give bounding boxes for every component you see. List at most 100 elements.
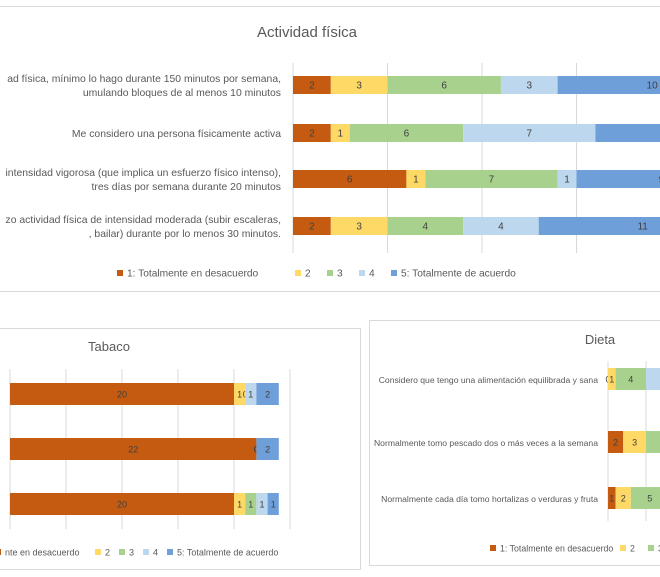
data-label: 10 xyxy=(647,81,659,92)
legend-swatch xyxy=(359,270,365,276)
bar-segment xyxy=(330,124,350,142)
data-label: 22 xyxy=(128,445,138,455)
legend-label: 5: Totalmente de acuerdo xyxy=(177,548,278,558)
category-label: intensidad vigorosa (que implica un esfu… xyxy=(6,168,282,179)
data-label: 20 xyxy=(117,500,127,510)
data-label: 2 xyxy=(621,494,626,504)
legend-swatch xyxy=(620,545,626,551)
data-label: 5 xyxy=(647,494,652,504)
data-label: 1 xyxy=(237,500,242,510)
chart-title-tabaco: Tabaco xyxy=(88,339,130,354)
bar-segment xyxy=(293,217,331,235)
data-label: 2 xyxy=(265,390,270,400)
bar-segment xyxy=(10,383,234,405)
data-label: 2 xyxy=(309,129,315,140)
legend-label: 3 xyxy=(129,548,134,558)
bar-segment xyxy=(267,493,279,515)
category-label: tres días por semana durante 20 minutos xyxy=(92,182,281,193)
bar-segment xyxy=(500,76,558,94)
data-label: 3 xyxy=(632,438,637,448)
data-label: 2 xyxy=(309,222,315,233)
bar-segment xyxy=(293,124,331,142)
category-label: ad física, mínimo lo hago durante 150 mi… xyxy=(7,74,281,85)
chart-title-dieta: Dieta xyxy=(585,332,616,347)
data-label: 3 xyxy=(526,81,532,92)
bar-segment xyxy=(245,383,257,405)
bar-segment xyxy=(330,217,388,235)
bar-segment xyxy=(463,124,596,142)
data-label: 2 xyxy=(265,445,270,455)
legend-swatch xyxy=(167,549,173,555)
legend-label: 3 xyxy=(658,544,660,554)
data-label: 3 xyxy=(356,222,362,233)
bar-segment xyxy=(595,124,660,142)
category-label: , bailar) durante por lo menos 30 minuto… xyxy=(89,229,281,240)
category-label: zo actividad física de intensidad modera… xyxy=(6,215,282,226)
bar-segment xyxy=(557,170,577,188)
data-label: 20 xyxy=(117,390,127,400)
data-label: 1 xyxy=(248,500,253,510)
legend-swatch xyxy=(119,549,125,555)
legend-label: 2 xyxy=(105,548,110,558)
bar-segment xyxy=(256,493,268,515)
data-label: 6 xyxy=(404,129,410,140)
legend-label: 1: Totalmente en desacuerdo xyxy=(500,544,613,554)
data-label: 2 xyxy=(613,438,618,448)
bar-segment xyxy=(256,383,279,405)
legend-swatch xyxy=(327,270,333,276)
data-label: 2 xyxy=(309,81,315,92)
data-label: 9 xyxy=(659,175,660,186)
data-label: 11 xyxy=(637,222,648,233)
category-label: Normalmente tomo pescado dos o más veces… xyxy=(374,438,598,448)
bar-segment xyxy=(387,217,464,235)
bar-segment xyxy=(406,170,426,188)
category-label: Me considero una persona físicamente act… xyxy=(72,129,281,140)
data-label: 4 xyxy=(498,222,504,233)
chart-actividad-fisica: Actividad física ad física, mínimo lo hag… xyxy=(6,24,660,280)
legend-swatch xyxy=(143,549,149,555)
bar-segment xyxy=(608,431,624,453)
bar-segment xyxy=(646,431,660,453)
bar-segment xyxy=(557,76,660,94)
legend-label: 4 xyxy=(153,548,158,558)
bar-segment xyxy=(330,76,388,94)
bar-segment xyxy=(245,493,257,515)
data-label: 7 xyxy=(489,175,495,186)
bar-segment xyxy=(463,217,539,235)
bar-segment xyxy=(425,170,558,188)
chart-dieta: Dieta Considero que tengo una alimentació… xyxy=(374,332,660,554)
bar-segment xyxy=(615,368,646,390)
data-label: 6 xyxy=(347,175,353,186)
legend-swatch xyxy=(648,545,654,551)
data-label: 1 xyxy=(237,390,242,400)
legend-swatch xyxy=(95,549,101,555)
bar-segment xyxy=(10,438,257,460)
bar-segment xyxy=(10,493,234,515)
category-label: Normalmente cada día tomo hortalizas o v… xyxy=(381,494,598,504)
bar-segment xyxy=(576,170,660,188)
bar-segment xyxy=(608,368,616,390)
data-label: 1 xyxy=(609,375,614,385)
data-label: 4 xyxy=(628,375,633,385)
chart-tabaco: Tabaco201012220002201111nte en desacuerd… xyxy=(0,339,291,558)
bar-segment xyxy=(234,493,246,515)
bar-segment xyxy=(630,487,660,509)
category-label: Considero que tengo una alimentación equ… xyxy=(379,375,599,385)
legend-swatch xyxy=(295,270,301,276)
legend-swatch xyxy=(490,545,496,551)
legend-swatch xyxy=(117,270,123,276)
legend-swatch xyxy=(0,549,1,555)
legend-label: 4 xyxy=(369,269,375,280)
legend-label: 3 xyxy=(337,269,343,280)
bar-segment xyxy=(615,487,631,509)
bar-segment xyxy=(293,76,331,94)
chart-panel-dieta: Dieta Considero que tengo una alimentació… xyxy=(369,320,660,566)
bar-segment xyxy=(293,170,407,188)
bar-segment xyxy=(349,124,464,142)
bar-segment xyxy=(234,383,246,405)
bar-segment xyxy=(623,431,646,453)
data-label: 1 xyxy=(413,175,419,186)
data-label: 6 xyxy=(441,81,447,92)
bar-segment xyxy=(256,438,279,460)
legend-label: 5: Totalmente de acuerdo xyxy=(401,269,516,280)
